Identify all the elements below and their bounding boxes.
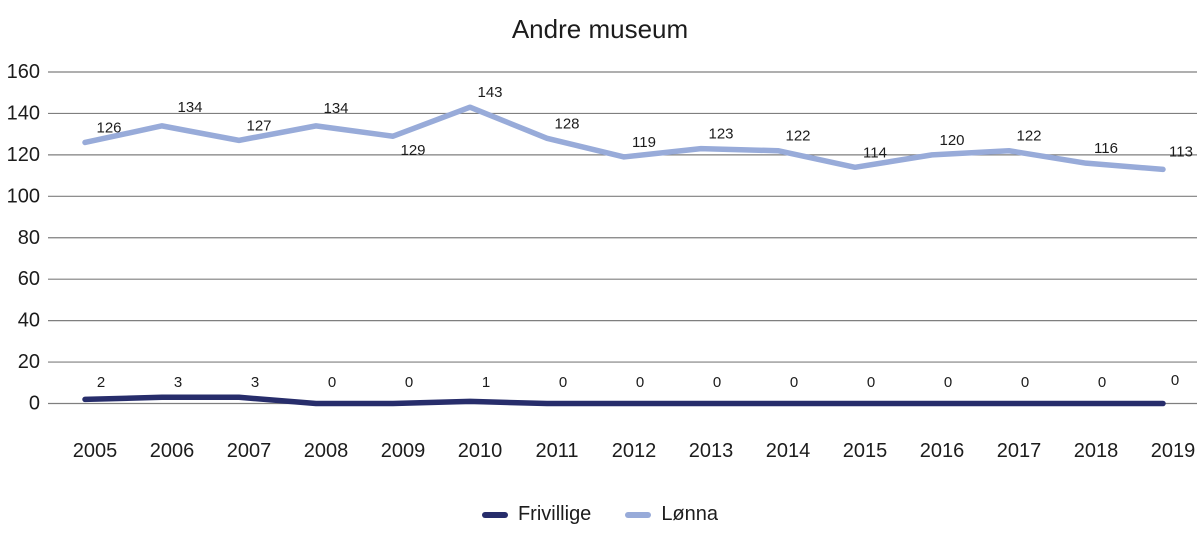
data-label: 114	[863, 144, 887, 161]
data-label: 2	[97, 374, 105, 391]
data-label: 0	[1171, 372, 1179, 389]
data-label: 0	[1098, 374, 1106, 391]
data-label: 0	[405, 374, 413, 391]
x-tick-label: 2014	[766, 440, 811, 462]
data-label: 128	[554, 115, 579, 132]
chart-title: Andre museum	[511, 14, 689, 44]
data-label: 127	[246, 117, 271, 134]
legend-item-lonna: Lønna	[625, 503, 718, 526]
y-tick-label: 40	[18, 310, 40, 332]
legend-swatch-lonna-icon	[625, 511, 652, 518]
x-tick-label: 2010	[458, 440, 503, 462]
x-tick-label: 2009	[381, 440, 426, 462]
data-label: 3	[251, 374, 259, 391]
x-tick-label: 2016	[920, 440, 965, 462]
data-label: 122	[1016, 128, 1041, 145]
data-label: 113	[1169, 143, 1193, 160]
y-tick-label: 140	[7, 102, 40, 124]
legend: Frivillige Lønna	[0, 503, 1200, 526]
series-line-lonna	[82, 104, 1166, 173]
data-label: 122	[785, 128, 810, 145]
series-line-frivillige	[82, 394, 1166, 407]
data-label: 0	[867, 374, 875, 391]
y-tick-label: 60	[18, 268, 40, 290]
data-label: 120	[939, 132, 964, 149]
data-label: 129	[400, 142, 425, 159]
x-tick-label: 2011	[535, 440, 578, 462]
y-tick-label: 120	[7, 144, 40, 166]
data-label: 0	[944, 374, 952, 391]
x-tick-label: 2019	[1151, 440, 1196, 462]
legend-item-frivillige: Frivillige	[481, 503, 592, 526]
x-tick-label: 2006	[150, 440, 195, 462]
x-tick-label: 2017	[997, 440, 1042, 462]
data-label: 0	[1021, 374, 1029, 391]
legend-swatch-frivillige-icon	[481, 511, 508, 518]
x-tick-label: 2007	[227, 440, 272, 462]
x-tick-label: 2012	[612, 440, 657, 462]
data-label: 0	[328, 374, 336, 391]
data-label: 0	[559, 374, 567, 391]
y-tick-label: 20	[18, 351, 40, 373]
data-label: 116	[1094, 140, 1118, 157]
data-label: 0	[790, 374, 798, 391]
y-tick-label: 160	[7, 61, 40, 83]
data-label: 0	[636, 374, 644, 391]
x-tick-label: 2018	[1074, 440, 1119, 462]
data-label: 134	[177, 99, 202, 116]
data-label: 126	[96, 119, 121, 136]
legend-label-lonna: Lønna	[661, 503, 719, 525]
x-tick-label: 2005	[73, 440, 118, 462]
data-label: 134	[323, 100, 348, 117]
legend-label-frivillige: Frivillige	[517, 503, 592, 525]
data-label: 123	[708, 126, 733, 143]
y-tick-label: 80	[18, 227, 40, 249]
data-label: 143	[477, 84, 502, 101]
data-label: 0	[713, 374, 721, 391]
data-label: 119	[632, 134, 656, 151]
y-tick-label: 0	[29, 393, 40, 415]
y-tick-label: 100	[7, 185, 40, 207]
x-tick-label: 2008	[304, 440, 349, 462]
data-label: 3	[174, 374, 182, 391]
x-tick-label: 2015	[843, 440, 888, 462]
data-label: 1	[482, 374, 490, 391]
x-tick-label: 2013	[689, 440, 734, 462]
